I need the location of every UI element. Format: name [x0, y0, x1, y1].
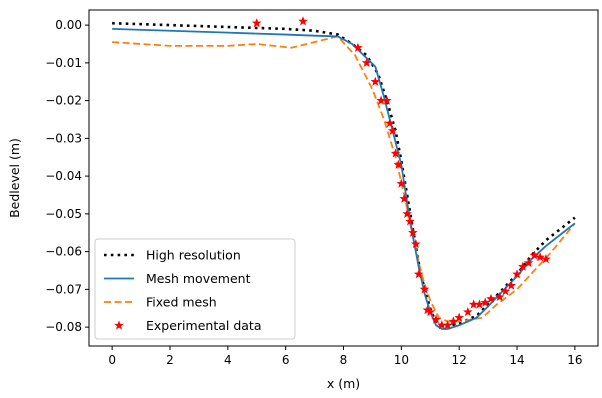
x-axis-label: x (m): [327, 376, 360, 391]
experimental-data-point: [425, 306, 436, 317]
experimental-data-point: [410, 239, 421, 249]
y-tick-label: −0.01: [45, 56, 82, 70]
y-tick-label: −0.03: [45, 131, 82, 145]
x-tick-label: 14: [509, 353, 524, 367]
experimental-data-point: [390, 148, 401, 158]
experimental-data-point: [486, 293, 496, 303]
y-tick-label: −0.05: [45, 207, 82, 221]
experimental-data-point: [393, 159, 404, 169]
experimental-data-point: [251, 18, 262, 28]
experimental-data-point: [396, 178, 407, 188]
experimental-data-point: [442, 320, 453, 330]
experimental-data-point: [399, 193, 410, 203]
experimental-data-point: [506, 280, 517, 290]
x-axis: 0 2 4 6 8 10 12 14 16: [108, 346, 583, 367]
y-tick-label: −0.06: [45, 245, 82, 259]
x-tick-label: 0: [108, 353, 116, 367]
experimental-data-point: [448, 316, 459, 326]
mesh-movement-line: [112, 27, 576, 330]
experimental-data-point: [431, 314, 441, 324]
experimental-data-point: [480, 297, 491, 307]
legend-label-high-resolution: High resolution: [146, 248, 241, 263]
x-tick-label: 8: [340, 353, 348, 367]
x-tick-label: 6: [282, 353, 290, 367]
chart-marks: [112, 16, 576, 330]
experimental-data-point: [405, 216, 415, 226]
experimental-data-point: [413, 269, 424, 279]
experimental-data-point: [370, 76, 381, 86]
experimental-data-point: [463, 306, 473, 317]
experimental-data-point: [454, 312, 464, 322]
experimental-data-point: [517, 261, 528, 271]
x-tick-label: 2: [166, 353, 174, 367]
y-axis-label: Bedlevel (m): [7, 138, 22, 218]
experimental-data-point: [500, 286, 511, 296]
experimental-data-point: [474, 299, 485, 309]
y-tick-label: −0.02: [45, 94, 82, 108]
legend-swatch-experimental-data: [114, 320, 124, 330]
x-tick-label: 4: [224, 353, 232, 367]
experimental-data-point: [298, 16, 308, 26]
y-tick-label: −0.07: [45, 282, 82, 296]
y-tick-label: −0.04: [45, 169, 82, 183]
experimental-data-point: [384, 118, 395, 128]
experimental-data-point: [494, 291, 505, 302]
experimental-data-point: [541, 254, 551, 264]
x-tick-label: 10: [394, 353, 409, 367]
experimental-data-point: [382, 95, 392, 105]
y-axis: 0.00 −0.01 −0.02 −0.03 −0.04 −0.05 −0.06 −0.07 −…: [45, 18, 89, 334]
experimental-data-point: [523, 257, 534, 268]
y-tick-label: −0.08: [45, 320, 82, 334]
experimental-data-point: [529, 250, 540, 260]
legend-box: [94, 238, 296, 340]
legend-label-experimental-data: Experimental data: [146, 318, 262, 333]
experimental-data-point: [419, 284, 430, 294]
experimental-data-point: [402, 208, 412, 218]
experimental-data-point: [535, 252, 545, 262]
y-tick-label: 0.00: [55, 18, 82, 32]
experimental-data-point: [512, 269, 522, 279]
experimental-data-point: [353, 42, 363, 52]
experimental-data-point: [387, 125, 398, 135]
x-tick-label: 16: [567, 353, 582, 367]
legend-label-fixed-mesh: Fixed mesh: [146, 295, 217, 310]
experimental-data-point: [361, 57, 372, 67]
legend-label-mesh-movement: Mesh movement: [146, 271, 251, 286]
legend: High resolution Mesh movement Fixed mesh Ex…: [94, 238, 296, 340]
experimental-data-point: [408, 227, 418, 237]
x-tick-label: 12: [452, 353, 467, 367]
